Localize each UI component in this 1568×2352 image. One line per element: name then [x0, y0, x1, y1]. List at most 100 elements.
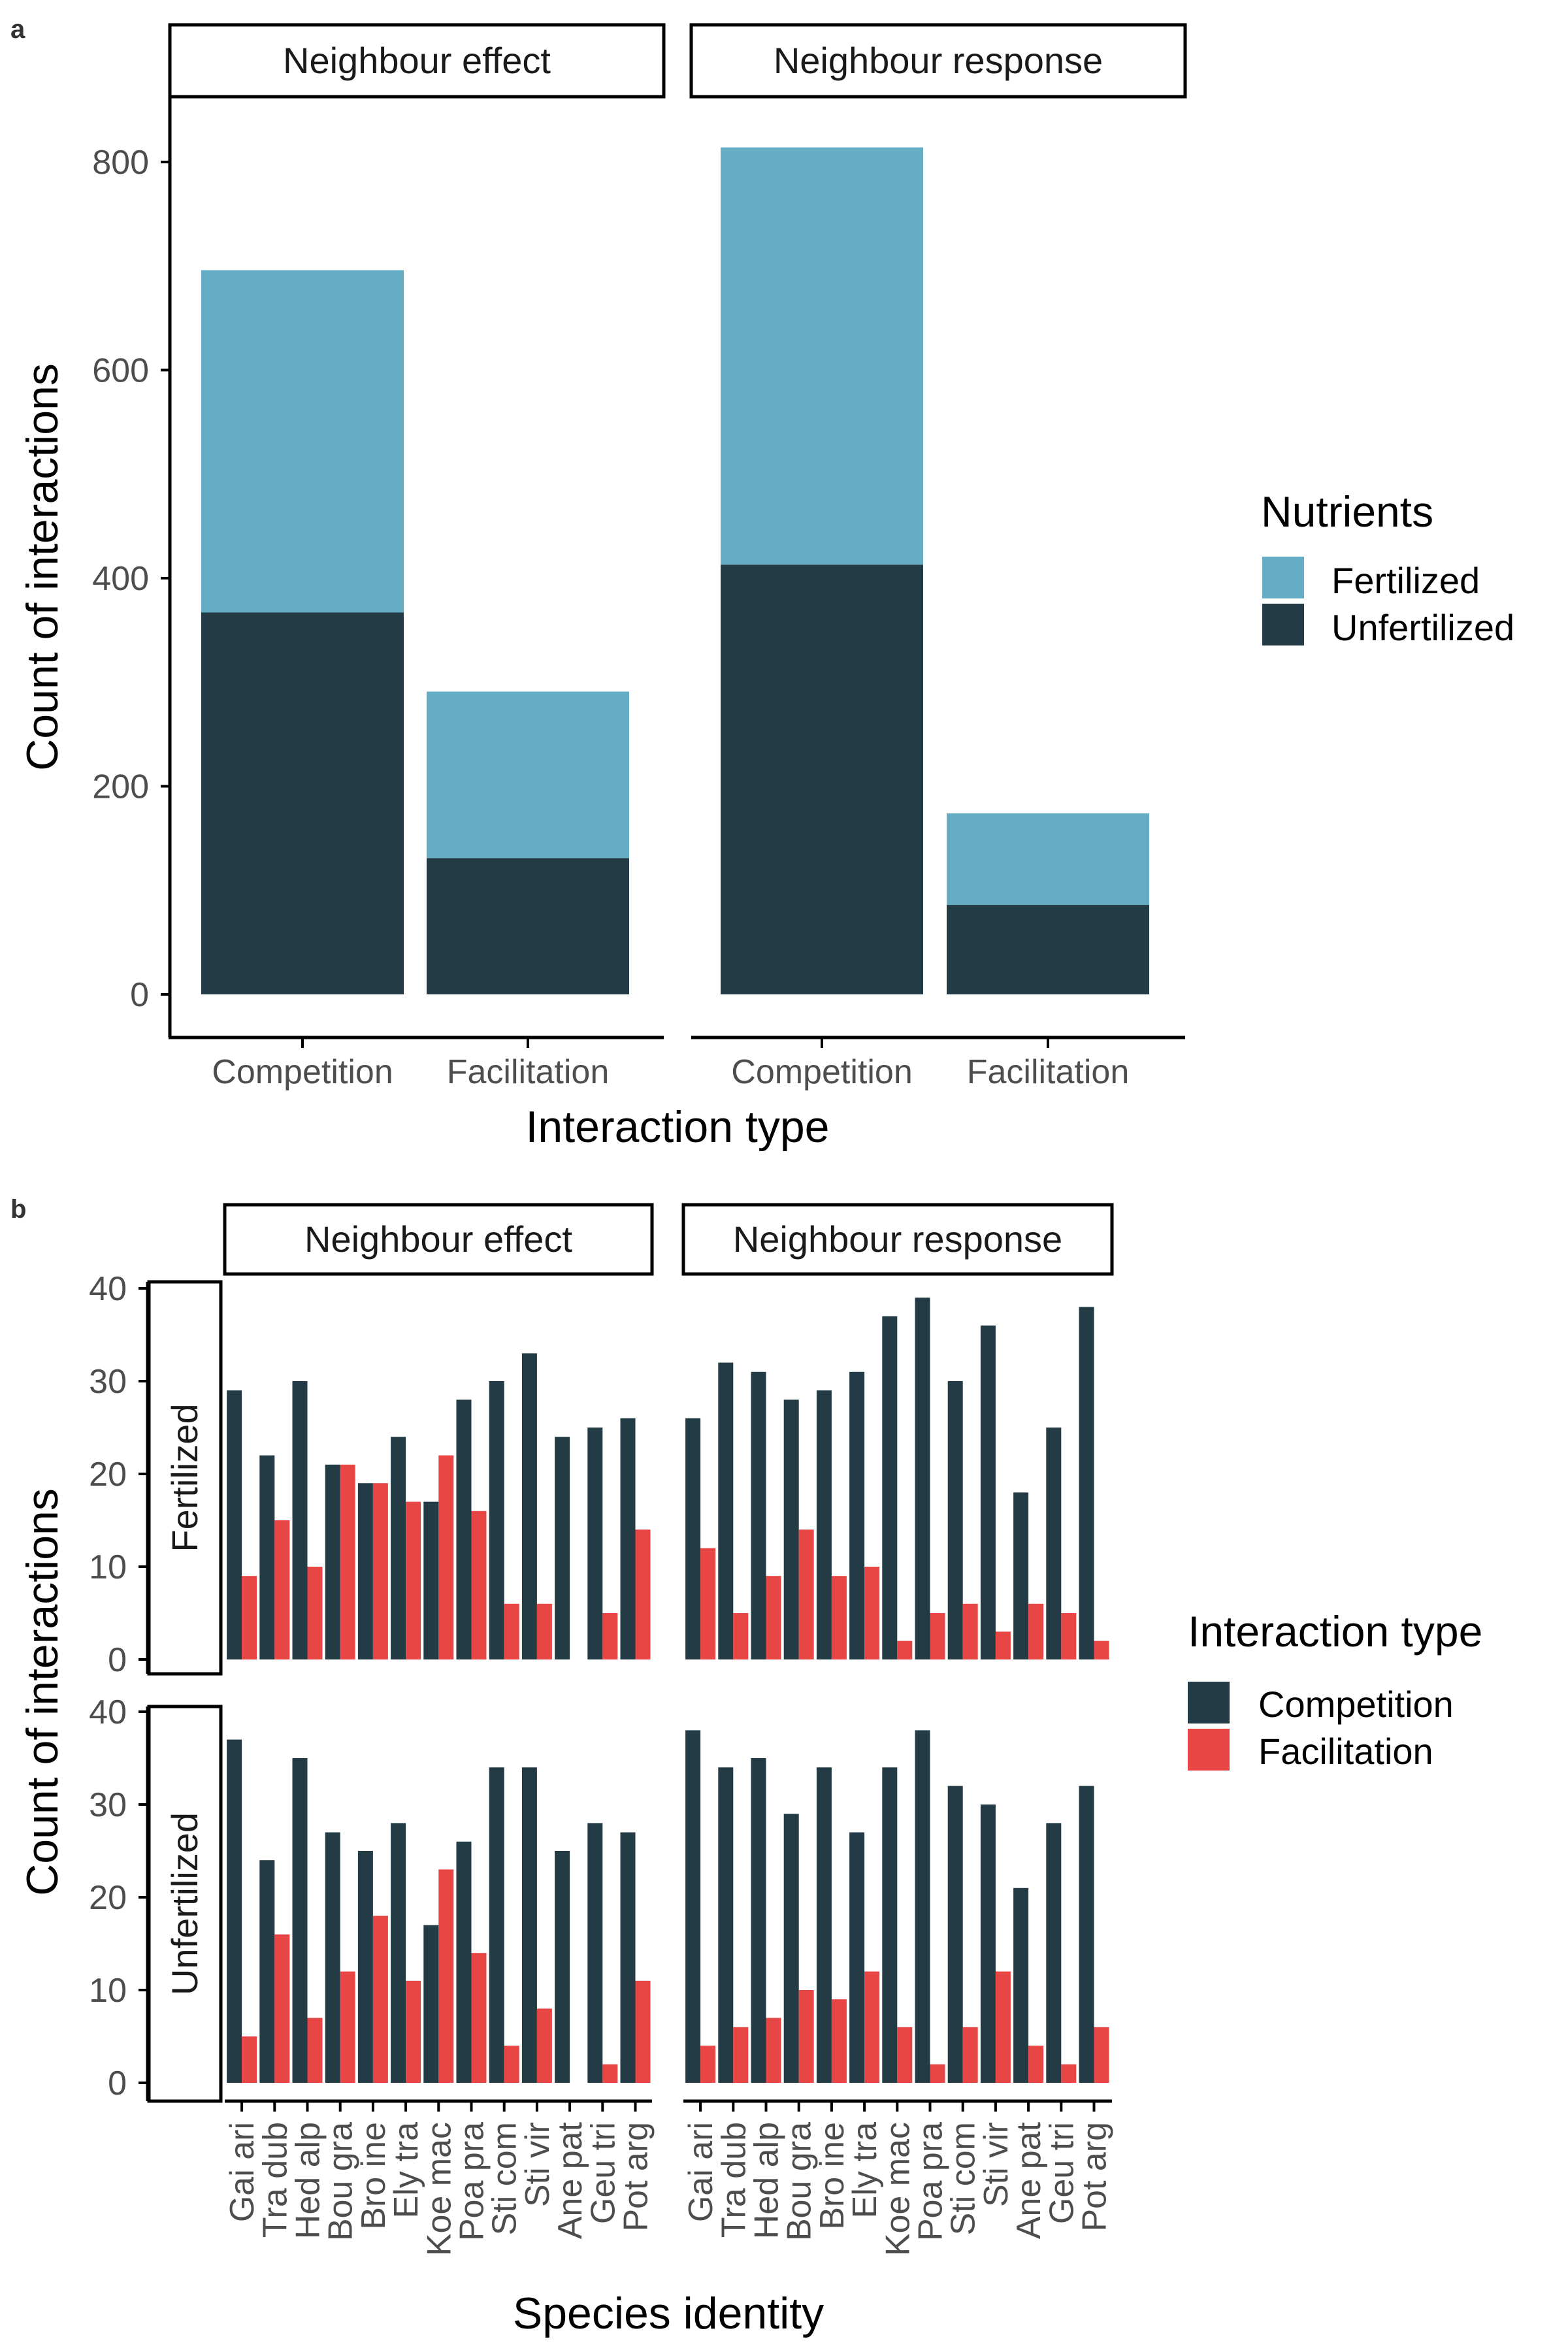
bar-unfertilized-neighbour-response-geu-tri-competition	[1046, 1823, 1062, 2083]
bar-unfertilized-neighbour-effect-koe-mac-facilitation	[438, 1869, 454, 2083]
panel-b-y-tick-label: 20	[89, 1879, 127, 1917]
panel-b-y-tick-label: 10	[89, 1548, 127, 1586]
bar-unfertilized-neighbour-effect-gai-ari-facilitation	[242, 2036, 257, 2083]
bar-unfertilized-neighbour-response-tra-dub-competition	[718, 1767, 734, 2083]
bar-unfertilized-neighbour-response-koe-mac-competition	[882, 1767, 898, 2083]
bar-unfertilized-neighbour-effect-sti-com-competition	[489, 1767, 504, 2083]
panel-a-x-tick-label: Facilitation	[967, 1053, 1130, 1091]
bar-unfertilized-neighbour-effect-hed-alp-facilitation	[307, 2017, 323, 2083]
bar-fertilized-neighbour-effect-bro-ine-facilitation	[372, 1483, 388, 1659]
bar-fertilized-neighbour-response-pot-arg-facilitation	[1094, 1641, 1109, 1659]
panel-b-x-tick-label: Sti com	[945, 2122, 983, 2235]
panel-b-strip-unfertilized: Unfertilized	[164, 1812, 205, 1995]
bar-unfertilized-neighbour-response-hed-alp-competition	[751, 1758, 766, 2083]
bar-unfertilized-neighbour-response-bou-gra-competition	[783, 1814, 799, 2083]
panel-b-x-tick-label: Bro ine	[355, 2122, 393, 2230]
bar-unfertilized-neighbour-response-ely-tra-competition	[849, 1832, 865, 2083]
bar-unfertilized-neighbour-effect-ane-pat-competition	[555, 1851, 570, 2083]
bar-neighbour-effect-facilitation-unfertilized	[427, 858, 629, 994]
bar-unfertilized-neighbour-effect-tra-dub-facilitation	[274, 1934, 290, 2083]
bar-unfertilized-neighbour-response-bro-ine-facilitation	[831, 1999, 847, 2083]
bar-neighbour-effect-competition-unfertilized	[201, 612, 404, 994]
panel-b-x-tick-label: Bro ine	[813, 2122, 851, 2230]
panel-b-x-tick-label: Geu tri	[1043, 2122, 1081, 2224]
panel-b-y-tick-label: 20	[89, 1456, 127, 1494]
panel-a-y-axis-title: Count of interactions	[18, 363, 67, 771]
panel-a-y-tick-label: 200	[92, 768, 149, 806]
panel-b-x-tick-label: Pot arg	[1076, 2122, 1114, 2232]
bar-fertilized-neighbour-response-geu-tri-competition	[1046, 1428, 1062, 1659]
bar-unfertilized-neighbour-effect-geu-tri-competition	[587, 1823, 603, 2083]
panel-b-x-tick-label: Pot arg	[617, 2122, 655, 2232]
bar-fertilized-neighbour-effect-pot-arg-facilitation	[635, 1529, 651, 1659]
bar-unfertilized-neighbour-effect-sti-vir-facilitation	[536, 2008, 552, 2083]
legend-b-competition-label: Competition	[1258, 1684, 1454, 1725]
bar-neighbour-effect-competition-fertilized	[201, 270, 404, 613]
bar-unfertilized-neighbour-response-sti-com-competition	[947, 1786, 963, 2083]
bar-fertilized-neighbour-response-poa-pra-facilitation	[930, 1613, 945, 1659]
bar-unfertilized-neighbour-effect-ely-tra-facilitation	[406, 1980, 421, 2083]
panel-b-strip-response: Neighbour response	[733, 1218, 1062, 1260]
bar-fertilized-neighbour-effect-sti-vir-competition	[521, 1353, 537, 1659]
panel-b-y-tick-label: 40	[89, 1693, 127, 1731]
bar-unfertilized-neighbour-response-geu-tri-facilitation	[1061, 2064, 1077, 2083]
bar-fertilized-neighbour-response-sti-vir-facilitation	[995, 1631, 1011, 1659]
bar-fertilized-neighbour-effect-poa-pra-competition	[456, 1399, 472, 1659]
panel-b-strip-fertilized-box	[147, 1280, 223, 1676]
panel-b-x-tick-label: Geu tri	[584, 2122, 622, 2224]
legend-a-fertilized-label: Fertilized	[1331, 560, 1480, 601]
bar-unfertilized-neighbour-response-gai-ari-facilitation	[700, 2046, 716, 2083]
bar-unfertilized-neighbour-response-sti-com-facilitation	[962, 2027, 978, 2083]
panel-b-x-tick-label: Ely tra	[846, 2122, 884, 2218]
panel-b-strip-fertilized: Fertilized	[164, 1403, 205, 1552]
bar-fertilized-neighbour-effect-geu-tri-competition	[587, 1428, 603, 1659]
bar-unfertilized-neighbour-response-tra-dub-facilitation	[733, 2027, 749, 2083]
panel-b-x-tick-label: Ane pat	[551, 2121, 589, 2239]
bar-fertilized-neighbour-effect-sti-com-facilitation	[504, 1603, 519, 1659]
panel-a-strip-effect: Neighbour effect	[283, 40, 551, 81]
panel-a-x-axis-title: Interaction type	[526, 1102, 830, 1152]
bar-neighbour-response-competition-unfertilized	[721, 564, 923, 994]
bar-fertilized-neighbour-effect-sti-com-competition	[489, 1381, 504, 1659]
bar-fertilized-neighbour-effect-poa-pra-facilitation	[471, 1511, 487, 1659]
bar-fertilized-neighbour-response-sti-com-competition	[947, 1381, 963, 1659]
bar-unfertilized-neighbour-response-sti-vir-facilitation	[995, 1971, 1011, 2083]
bar-fertilized-neighbour-response-bou-gra-facilitation	[798, 1529, 814, 1659]
bar-fertilized-neighbour-response-tra-dub-facilitation	[733, 1613, 749, 1659]
bar-fertilized-neighbour-effect-sti-vir-facilitation	[536, 1603, 552, 1659]
panel-b-x-tick-label: Koe mac	[879, 2122, 917, 2256]
bar-neighbour-response-competition-fertilized	[721, 147, 923, 565]
panel-b-x-tick-label: Poa pra	[453, 2122, 491, 2241]
bar-unfertilized-neighbour-response-hed-alp-facilitation	[766, 2017, 781, 2083]
bar-fertilized-neighbour-effect-ely-tra-competition	[391, 1437, 406, 1659]
panel-b-y-tick-label: 30	[89, 1363, 127, 1401]
panel-a-y-tick-label: 0	[130, 976, 149, 1014]
bar-fertilized-neighbour-effect-gai-ari-competition	[227, 1390, 242, 1659]
panel-b-x-tick-label: Gai ari	[223, 2122, 261, 2222]
panel-b-x-tick-label: Gai ari	[682, 2122, 720, 2222]
bar-fertilized-neighbour-effect-tra-dub-facilitation	[274, 1520, 290, 1659]
bar-unfertilized-neighbour-response-sti-vir-competition	[980, 1805, 996, 2083]
panel-a-y-tick-label: 800	[92, 144, 149, 182]
bar-fertilized-neighbour-effect-gai-ari-facilitation	[242, 1576, 257, 1659]
bar-unfertilized-neighbour-effect-sti-com-facilitation	[504, 2046, 519, 2083]
panel-b-strip-effect: Neighbour effect	[304, 1218, 572, 1260]
bar-fertilized-neighbour-effect-ane-pat-competition	[555, 1437, 570, 1659]
bar-fertilized-neighbour-response-ely-tra-facilitation	[864, 1567, 880, 1659]
bar-unfertilized-neighbour-effect-pot-arg-competition	[620, 1832, 636, 2083]
panel-b-x-tick-label: Koe mac	[420, 2122, 458, 2256]
panel-b-x-tick-label: Bou gra	[322, 2122, 360, 2241]
bar-fertilized-neighbour-response-ane-pat-facilitation	[1028, 1603, 1044, 1659]
bar-fertilized-neighbour-effect-tra-dub-competition	[259, 1455, 275, 1659]
bar-fertilized-neighbour-response-tra-dub-competition	[718, 1362, 734, 1659]
panel-a-strip-effect-box	[168, 23, 666, 99]
bar-fertilized-neighbour-response-poa-pra-competition	[915, 1298, 930, 1659]
bar-fertilized-neighbour-effect-hed-alp-facilitation	[307, 1567, 323, 1659]
bar-fertilized-neighbour-response-sti-vir-competition	[980, 1325, 996, 1659]
panel-a-x-tick-label: Competition	[212, 1053, 393, 1091]
bar-unfertilized-neighbour-effect-gai-ari-competition	[227, 1739, 242, 2083]
bar-unfertilized-neighbour-effect-sti-vir-competition	[521, 1767, 537, 2083]
bar-fertilized-neighbour-response-pot-arg-competition	[1079, 1307, 1094, 1659]
bar-fertilized-neighbour-effect-geu-tri-facilitation	[602, 1613, 618, 1659]
